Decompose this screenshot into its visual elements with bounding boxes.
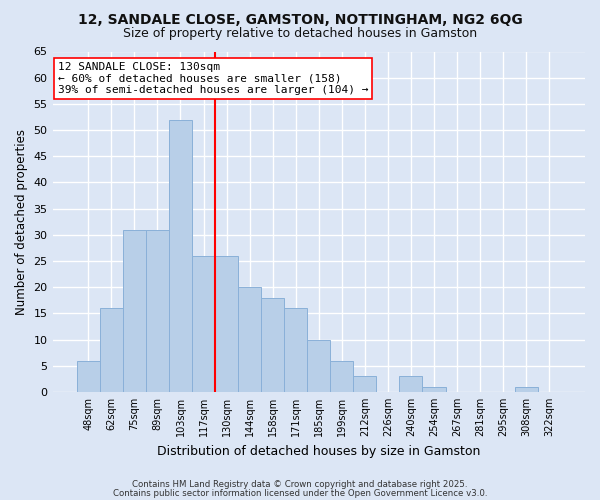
X-axis label: Distribution of detached houses by size in Gamston: Distribution of detached houses by size … [157, 444, 481, 458]
Bar [100, 308, 123, 392]
Bar [284, 308, 307, 392]
Bar [77, 360, 100, 392]
Bar [215, 256, 238, 392]
Bar [261, 298, 284, 392]
Bar [307, 340, 330, 392]
Bar [515, 386, 538, 392]
Text: 12, SANDALE CLOSE, GAMSTON, NOTTINGHAM, NG2 6QG: 12, SANDALE CLOSE, GAMSTON, NOTTINGHAM, … [77, 12, 523, 26]
Bar [353, 376, 376, 392]
Bar [192, 256, 215, 392]
Bar [422, 386, 446, 392]
Bar [400, 376, 422, 392]
Bar [330, 360, 353, 392]
Text: Size of property relative to detached houses in Gamston: Size of property relative to detached ho… [123, 28, 477, 40]
Y-axis label: Number of detached properties: Number of detached properties [15, 128, 28, 314]
Bar [123, 230, 146, 392]
Text: Contains HM Land Registry data © Crown copyright and database right 2025.: Contains HM Land Registry data © Crown c… [132, 480, 468, 489]
Text: Contains public sector information licensed under the Open Government Licence v3: Contains public sector information licen… [113, 488, 487, 498]
Bar [169, 120, 192, 392]
Bar [146, 230, 169, 392]
Bar [238, 287, 261, 392]
Text: 12 SANDALE CLOSE: 130sqm
← 60% of detached houses are smaller (158)
39% of semi-: 12 SANDALE CLOSE: 130sqm ← 60% of detach… [58, 62, 368, 95]
